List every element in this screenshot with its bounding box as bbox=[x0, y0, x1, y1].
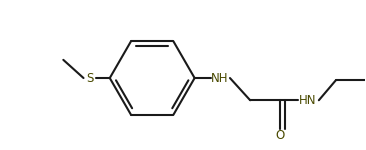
Text: O: O bbox=[276, 129, 285, 142]
Text: S: S bbox=[86, 72, 93, 85]
Text: HN: HN bbox=[299, 94, 317, 107]
Text: NH: NH bbox=[211, 72, 229, 85]
